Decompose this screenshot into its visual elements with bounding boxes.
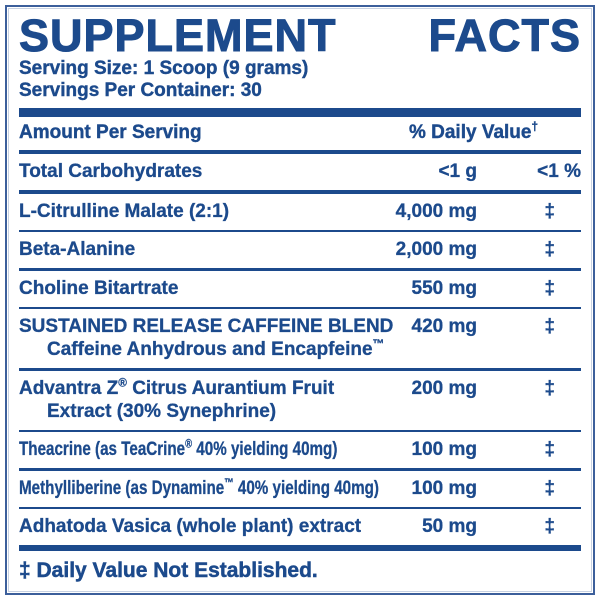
amount-value: 100 mg — [411, 477, 477, 499]
ingredient-name: L-Citrulline Malate (2:1) — [19, 200, 230, 222]
ingredient-name: Advantra Z® Citrus Aurantium Fruit Extrac… — [19, 377, 372, 423]
ingredient-subname: Caffeine Anhydrous and Encapfeine™ — [47, 337, 385, 361]
row-divider — [19, 468, 581, 471]
row-divider — [19, 506, 581, 510]
header-divider-bar — [19, 108, 581, 117]
ingredient-row: SUSTAINED RELEASE CAFFEINE BLEND Caffeine… — [19, 309, 581, 368]
table-header-row: Amount Per Serving % Daily Value† — [19, 117, 581, 150]
amount-value: <1 g — [438, 160, 477, 182]
ingredient-name: Methylliberine (as Dynamine™ 40% yieldin… — [19, 476, 379, 499]
ingredient-row: Total Carbohydrates <1 g <1 % — [19, 154, 581, 190]
daily-value: ‡ — [544, 277, 555, 299]
ingredient-name: Choline Bitartrate — [19, 277, 179, 299]
ingredient-row: Choline Bitartrate 550 mg ‡ — [19, 271, 581, 307]
ingredient-table: Total Carbohydrates <1 g <1 % L-Citrulline … — [19, 149, 581, 546]
row-divider — [19, 149, 581, 154]
row-divider — [19, 229, 581, 233]
ingredient-row: Theacrine (as TeaCrine® 40% yielding 40m… — [19, 432, 581, 468]
title-word-supplement: SUPPLEMENT — [19, 10, 337, 61]
amount-value: 2,000 mg — [395, 239, 478, 261]
ingredient-subname: Extract (30% Synephrine) — [47, 400, 277, 422]
ingredient-name: Theacrine (as TeaCrine® 40% yielding 40m… — [19, 437, 338, 461]
footer-divider-bar — [19, 545, 581, 551]
row-divider — [19, 268, 581, 271]
daily-value-footnote: ‡ Daily Value Not Established. — [19, 559, 318, 583]
ingredient-name: SUSTAINED RELEASE CAFFEINE BLEND Caffeine… — [19, 316, 394, 361]
amount-value: 100 mg — [411, 439, 477, 461]
ingredient-row: Advantra Z® Citrus Aurantium Fruit Extrac… — [19, 371, 581, 430]
amount-per-serving-header: Amount Per Serving — [19, 122, 202, 144]
row-divider — [19, 368, 581, 371]
daily-value: ‡ — [544, 516, 555, 538]
ingredient-row: Adhatoda Vasica (whole plant) extract 50 … — [19, 509, 581, 545]
daily-value: ‡ — [544, 316, 555, 338]
ingredient-row: Beta-Alanine 2,000 mg ‡ — [19, 232, 581, 268]
row-divider — [19, 306, 581, 310]
ingredient-name: Beta-Alanine — [19, 239, 136, 261]
row-divider — [19, 429, 581, 433]
daily-value: ‡ — [544, 439, 555, 461]
title-word-facts: FACTS — [428, 10, 581, 61]
dagger-symbol: † — [531, 120, 539, 134]
serving-size-line: Serving Size: 1 Scoop (9 grams) — [19, 58, 309, 79]
amount-value: 550 mg — [411, 277, 477, 299]
amount-value: 4,000 mg — [395, 200, 478, 222]
ingredient-name: Total Carbohydrates — [19, 160, 203, 182]
ingredient-name: Adhatoda Vasica (whole plant) extract — [19, 516, 362, 538]
daily-value: ‡ — [544, 200, 555, 222]
amount-value: 420 mg — [411, 316, 477, 338]
servings-per-container-line: Servings Per Container: 30 — [19, 80, 262, 101]
panel-title: SUPPLEMENT FACTS — [19, 10, 581, 61]
daily-value: ‡ — [544, 377, 555, 399]
ingredient-row: L-Citrulline Malate (2:1) 4,000 mg ‡ — [19, 194, 581, 230]
amount-value: 200 mg — [411, 377, 477, 399]
daily-value-header: % Daily Value† — [408, 120, 539, 144]
daily-value: ‡ — [544, 477, 555, 499]
daily-value: <1 % — [537, 160, 581, 182]
ingredient-row: Methylliberine (as Dynamine™ 40% yieldin… — [19, 471, 581, 507]
supplement-facts-panel: SUPPLEMENT FACTS Serving Size: 1 Scoop (… — [5, 5, 595, 595]
daily-value: ‡ — [544, 239, 555, 261]
amount-value: 50 mg — [422, 516, 477, 538]
row-divider — [19, 189, 581, 194]
